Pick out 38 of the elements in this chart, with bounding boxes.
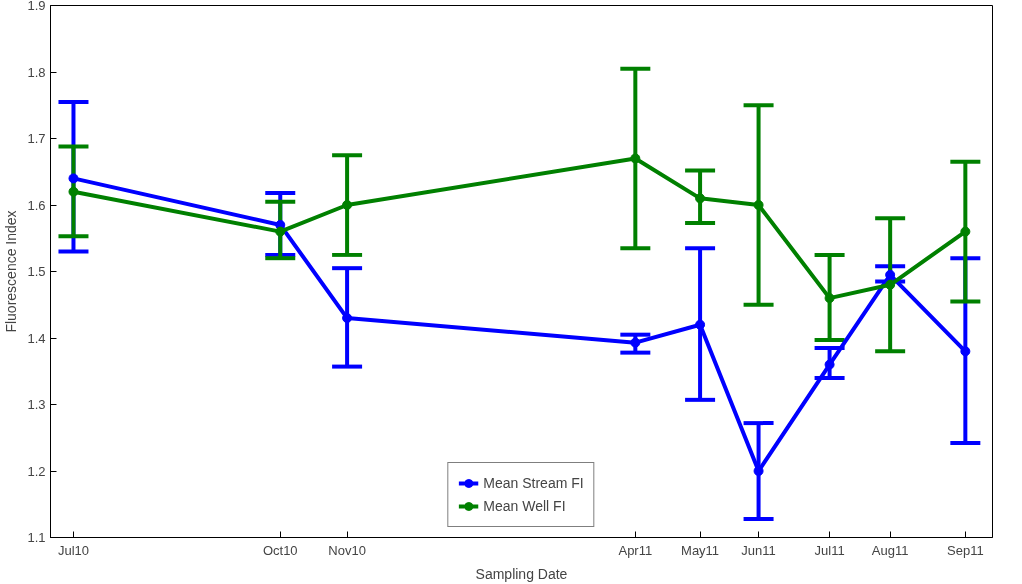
point <box>68 186 79 197</box>
point <box>960 346 971 357</box>
y-tick-label: 1.9 <box>27 0 46 13</box>
y-tick-label: 1.3 <box>27 397 46 412</box>
point <box>275 226 286 237</box>
y-tick-label: 1.1 <box>27 530 46 545</box>
y-tick-label: 1.5 <box>27 264 46 279</box>
point <box>68 173 79 184</box>
legend-label: Mean Stream FI <box>483 475 584 491</box>
point <box>630 153 641 164</box>
point <box>824 293 835 304</box>
x-tick-label: Apr11 <box>618 542 653 558</box>
x-tick-label: Jul10 <box>57 542 90 558</box>
x-tick-label: Jun11 <box>741 542 776 558</box>
x-tick-label: Nov10 <box>328 542 366 558</box>
y-tick-label: 1.4 <box>27 330 46 346</box>
x-axis-title: Sampling Date <box>475 565 568 582</box>
point <box>753 200 764 210</box>
x-tick-label: May11 <box>681 542 720 558</box>
x-tick-label: Sep11 <box>947 542 984 558</box>
x-tick-label: Oct10 <box>262 542 298 558</box>
point <box>753 466 764 476</box>
point <box>630 337 641 348</box>
point <box>695 319 706 330</box>
y-tick-label: 1.6 <box>27 197 46 213</box>
point <box>695 193 706 204</box>
y-tick-label: 1.7 <box>27 131 46 146</box>
point <box>342 313 353 324</box>
x-tick-label: Aug11 <box>871 542 909 558</box>
point <box>342 200 353 210</box>
y-axis-title: Fluorescence Index <box>3 210 20 333</box>
point <box>824 359 835 370</box>
point <box>885 279 896 290</box>
y-tick-label: 1.8 <box>27 64 46 80</box>
point <box>960 226 971 237</box>
legend-label: Mean Well FI <box>483 498 566 514</box>
y-tick-label: 1.2 <box>27 463 46 479</box>
x-tick-label: Jul11 <box>814 542 845 558</box>
